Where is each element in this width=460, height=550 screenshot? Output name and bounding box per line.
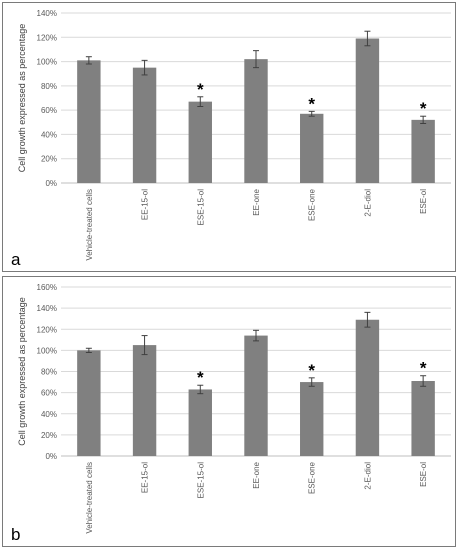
chart-a-significance-marker: *: [308, 94, 315, 113]
chart-a-ytick-label: 40%: [41, 130, 57, 139]
chart-a-bar: [411, 119, 435, 183]
chart-b-ytick-label: 40%: [41, 410, 57, 419]
chart-b-bar: [411, 381, 435, 456]
chart-a-ytick-label: 100%: [37, 58, 57, 67]
chart-a-bar: [132, 67, 157, 183]
chart-b-significance-marker: *: [308, 361, 315, 380]
chart-b-bar: [132, 345, 157, 456]
chart-b-ytick-label: 100%: [37, 346, 57, 355]
chart-b-svg: 0% 20% 40% 60% 80% 100% 120% 140% 160% Vehicle-tr…: [11, 283, 451, 544]
chart-a-bar: [244, 59, 268, 184]
chart-a-significance-marker: *: [420, 99, 427, 118]
chart-a-ytick-label: 140%: [37, 9, 57, 18]
chart-a-ytick-label: 80%: [41, 82, 57, 91]
chart-b-bar: [300, 382, 324, 456]
chart-b-category-label: ESE-ol: [419, 462, 428, 487]
chart-b-ytick-label: 80%: [41, 368, 57, 377]
chart-a-panel-label: a: [11, 250, 21, 269]
chart-a-category-label: EE-15-ol: [141, 189, 150, 220]
chart-a-ytick-label: 0%: [45, 179, 57, 188]
chart-a-category-label: ESE-15-ol: [196, 189, 205, 226]
chart-a-ytick-label: 60%: [41, 106, 57, 115]
chart-b-y-axis-label: Cell growth expressed as percentage: [17, 297, 27, 446]
chart-a-category-label: ESE-one: [308, 188, 317, 221]
chart-a-bar: [355, 38, 380, 183]
chart-a-ytick-label: 20%: [41, 155, 57, 164]
chart-b-category-label: 2-E-diol: [363, 462, 372, 490]
chart-b-ytick-label: 140%: [37, 304, 57, 313]
chart-a-bar: [300, 113, 324, 183]
chart-b-significance-marker: *: [197, 368, 204, 387]
chart-a-category-label: Vehicle-treated cells: [85, 189, 94, 261]
chart-a-category-label: ESE-ol: [419, 189, 428, 214]
chart-a-bar: [188, 101, 212, 183]
chart-b-category-label: EE-15-ol: [141, 462, 150, 493]
chart-b-ytick-label: 160%: [37, 283, 57, 292]
chart-a-ytick-label: 120%: [37, 33, 57, 42]
chart-b-bar: [355, 319, 380, 456]
chart-a-significance-marker: *: [197, 80, 204, 99]
chart-a-category-label: 2-E-diol: [363, 189, 372, 217]
chart-b-ytick-label: 0%: [45, 452, 57, 461]
chart-a-svg: 0% 20% 40% 60% 80% 100% 120% 140% Vehicle-treate…: [11, 9, 451, 269]
chart-a-y-axis-label: Cell growth expressed as percentage: [17, 24, 27, 173]
chart-b-category-label: Vehicle-treated cells: [85, 462, 94, 534]
chart-b-category-label: EE-one: [252, 461, 261, 488]
chart-a-category-label: EE-one: [252, 188, 261, 215]
chart-b-significance-marker: *: [420, 359, 427, 378]
chart-b-category-label: ESE-15-ol: [196, 462, 205, 499]
chart-b-bar: [244, 335, 268, 456]
chart-b-ytick-label: 20%: [41, 431, 57, 440]
chart-panel-b: 0% 20% 40% 60% 80% 100% 120% 140% 160% Vehicle-tr…: [2, 276, 456, 547]
chart-b-ytick-label: 60%: [41, 389, 57, 398]
chart-b-bar: [77, 350, 101, 456]
chart-panel-a: 0% 20% 40% 60% 80% 100% 120% 140% Vehicle-treate…: [2, 2, 456, 272]
chart-b-ytick-label: 120%: [37, 325, 57, 334]
chart-b-category-label: ESE-one: [308, 461, 317, 494]
chart-b-panel-label: b: [11, 525, 20, 544]
chart-b-bar: [188, 389, 212, 456]
chart-a-bar: [77, 60, 101, 183]
